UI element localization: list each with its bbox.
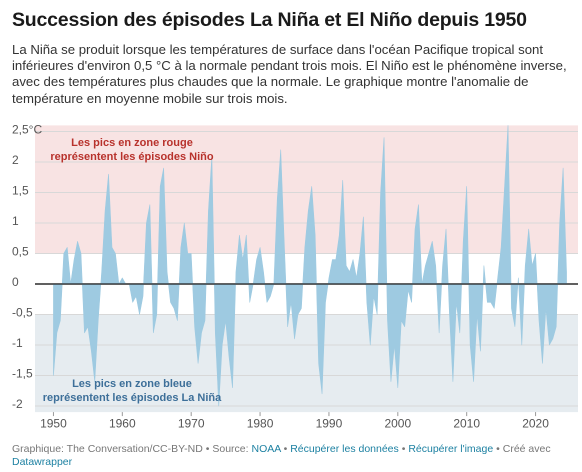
x-tick-label: 1990 (316, 416, 343, 430)
y-tick-label: 2,5°C (12, 123, 42, 137)
separator: • (496, 443, 500, 455)
x-tick-label: 1980 (247, 416, 274, 430)
source-link[interactable]: NOAA (251, 443, 281, 455)
made-with: Créé avec (502, 443, 551, 455)
zone-band (35, 314, 578, 413)
x-tick-label: 1950 (40, 416, 67, 430)
y-tick-label: 2 (12, 153, 19, 167)
y-tick-label: 0,5 (12, 245, 29, 259)
image-link[interactable]: Récupérer l'image (408, 443, 494, 455)
x-tick-label: 2000 (384, 416, 411, 430)
chart-subtitle: La Niña se produit lorsque les températu… (12, 42, 567, 106)
separator: • (205, 443, 210, 455)
credit: Graphique: The Conversation/CC-BY-ND (12, 443, 203, 455)
separator: • (283, 443, 288, 455)
y-tick-label: 0 (12, 275, 19, 289)
x-tick-label: 1970 (178, 416, 205, 430)
annotation: représentent les épisodes Niño (50, 151, 213, 163)
x-tick-label: 2010 (453, 416, 480, 430)
y-tick-label: -1 (12, 336, 23, 350)
y-tick-label: -1,5 (12, 367, 33, 381)
anomaly-area (53, 125, 567, 407)
source-label: Source: (212, 443, 249, 455)
chart-title: Succession des épisodes La Niña et El Ni… (12, 9, 527, 31)
y-tick-label: 1 (12, 214, 19, 228)
data-link[interactable]: Récupérer les données (290, 443, 399, 455)
footer: Graphique: The Conversation/CC-BY-ND • S… (12, 443, 572, 469)
x-tick-label: 1960 (109, 416, 136, 430)
y-tick-label: -2 (12, 397, 23, 411)
x-tick-label: 2020 (522, 416, 549, 430)
y-tick-label: -0,5 (12, 306, 33, 320)
annotation: Les pics en zone bleue (72, 378, 192, 390)
annotation: Les pics en zone rouge (71, 137, 193, 149)
separator: • (401, 443, 406, 455)
annotation: représentent les épisodes La Niña (43, 392, 222, 404)
tool-link[interactable]: Datawrapper (12, 456, 73, 468)
y-tick-label: 1,5 (12, 184, 29, 198)
